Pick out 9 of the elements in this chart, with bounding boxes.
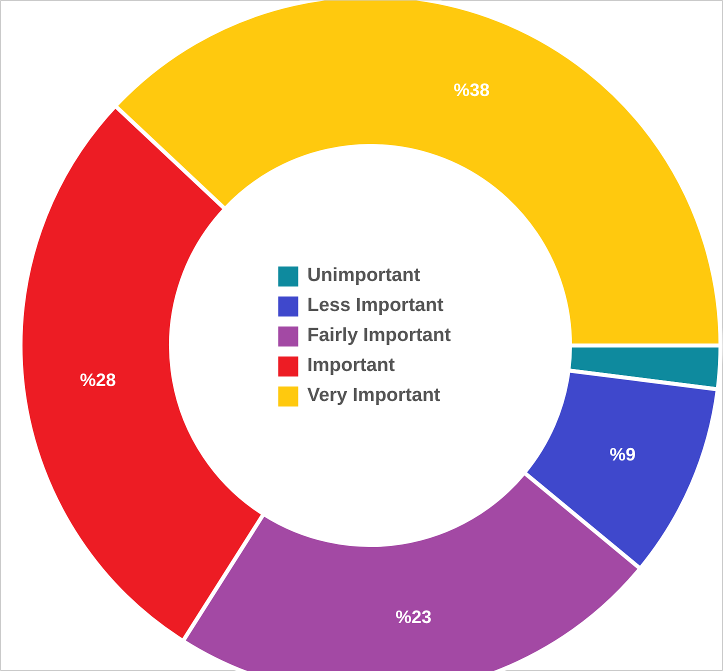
legend-label: Less Important [307,294,444,318]
data-label: %9 [610,444,636,465]
legend-label: Fairly Important [307,324,451,348]
data-label: %38 [454,80,490,100]
legend-label: Unimportant [307,264,420,288]
legend-label: Important [307,354,395,378]
data-label: %23 [395,606,432,627]
data-label: %28 [80,370,116,390]
legend-label: Very Important [307,384,440,408]
